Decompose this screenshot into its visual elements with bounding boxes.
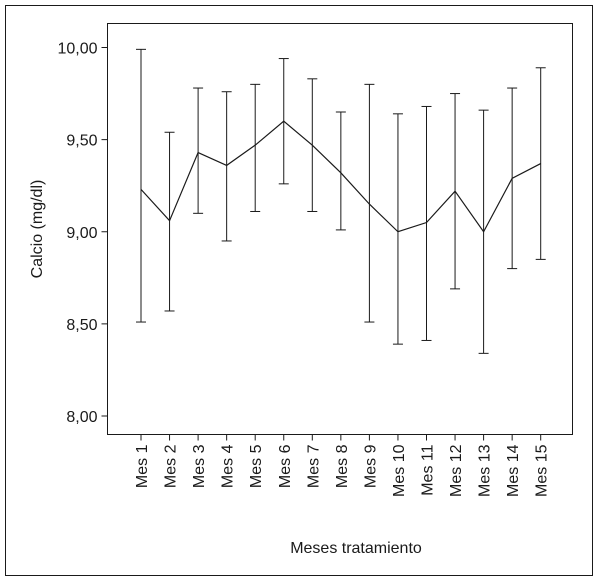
x-tick-label: Mes 3 [191, 444, 208, 488]
x-tick-label: Mes 10 [391, 444, 408, 497]
x-tick-label: Mes 12 [448, 444, 465, 497]
figure-frame [5, 5, 593, 576]
x-tick-label: Mes 2 [163, 444, 180, 488]
series-group [140, 120, 541, 233]
series-line [140, 120, 541, 233]
x-tick-label: Mes 1 [134, 444, 151, 488]
x-tick-label: Mes 13 [477, 444, 494, 497]
y-axis: 8,00 8,50 9,00 9,50 10,00 [57, 41, 108, 426]
x-tick-label: Mes 8 [334, 444, 351, 488]
y-tick-label: 9,00 [66, 225, 97, 242]
y-tick-label: 8,50 [66, 317, 97, 334]
x-tick-label: Mes 6 [277, 444, 294, 488]
y-tick-label: 8,00 [66, 409, 97, 426]
x-tick-label: Mes 4 [220, 444, 237, 488]
x-tick-label: Mes 5 [248, 444, 265, 488]
x-tick-label: Mes 15 [534, 444, 551, 497]
x-tick-label: Mes 14 [505, 444, 522, 497]
y-tick-label: 9,50 [66, 133, 97, 150]
x-tick-label: Mes 11 [420, 444, 437, 495]
x-tick-label: Mes 7 [305, 444, 322, 488]
plot-area [107, 23, 573, 435]
x-axis: Mes 1 Mes 2 Mes 3 Mes 4 Mes 5 Mes 6 Mes 7 Mes 8… [134, 434, 551, 497]
y-tick-label: 10,00 [57, 41, 97, 58]
x-tick-label: Mes 9 [362, 444, 379, 488]
y-axis-label: Calcio (mg/dl) [29, 180, 46, 279]
x-axis-label: Meses tratamiento [290, 540, 422, 557]
